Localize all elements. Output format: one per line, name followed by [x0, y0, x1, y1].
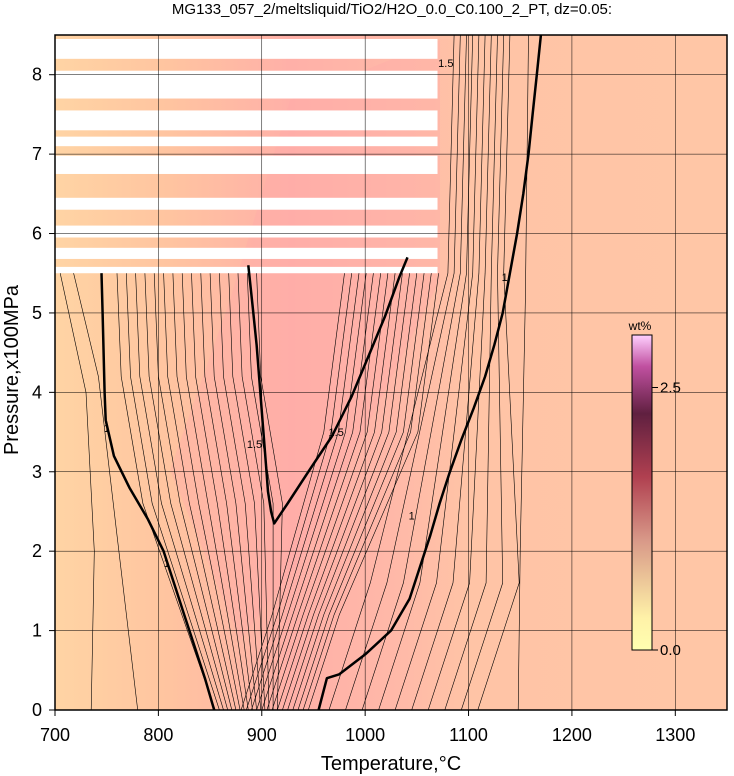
thin-contour: [302, 273, 432, 710]
y-tick-label: 0: [32, 700, 42, 720]
y-tick-label: 2: [32, 541, 42, 561]
thin-contour: [256, 273, 367, 710]
y-tick-label: 3: [32, 462, 42, 482]
colorbar-gradient: [631, 334, 653, 651]
white-band: [55, 155, 438, 174]
thin-contour: [144, 273, 228, 710]
thin-contour: [261, 273, 374, 710]
x-tick-label: 1000: [345, 725, 385, 745]
white-band: [55, 70, 438, 99]
thin-contour: [282, 273, 403, 710]
y-axis: 0 1 2 3 4 5 6 7 8: [32, 65, 55, 720]
y-tick-label: 6: [32, 224, 42, 244]
y-tick-label: 4: [32, 382, 42, 402]
white-band: [55, 225, 438, 238]
contour-line: [317, 35, 543, 710]
grid: [55, 35, 727, 710]
contour-label: 1.5: [329, 427, 344, 439]
contour-line: [247, 256, 409, 525]
white-band: [55, 38, 438, 59]
white-bands: [55, 38, 438, 274]
thin-contour: [191, 273, 249, 710]
x-tick-label: 800: [143, 725, 173, 745]
contour-label: 1: [409, 510, 415, 522]
thin-contour: [116, 273, 216, 710]
plot-area: 1 1 1 1.5 1.5 1 1.5: [55, 35, 727, 710]
thin-contour: [219, 273, 261, 710]
thin-contour: [287, 273, 410, 710]
thin-contour: [153, 273, 233, 710]
x-tick-label: 1200: [552, 725, 592, 745]
thin-contour: [247, 273, 274, 710]
x-tick-label: 900: [247, 725, 277, 745]
x-tick-label: 1100: [449, 725, 488, 745]
y-tick-label: 7: [32, 144, 42, 164]
contour-label: 1: [104, 423, 110, 435]
contour-label: 1: [164, 558, 170, 570]
thin-contour: [271, 273, 389, 710]
x-axis-label: Temperature,°C: [321, 753, 461, 775]
contour-label: 1.5: [247, 439, 262, 451]
pink-region: [170, 40, 440, 640]
y-tick-label: 1: [32, 621, 42, 641]
x-tick-label: 1300: [655, 725, 695, 745]
colorbar-label: wt%: [628, 319, 652, 333]
white-band: [55, 110, 438, 131]
thin-contour: [228, 273, 266, 710]
thin-contour: [237, 273, 270, 710]
thin-contour: [277, 273, 396, 710]
thin-contour: [200, 273, 253, 710]
y-axis-label: Pressure,x100MPa: [1, 284, 23, 455]
thin-contour: [297, 273, 425, 710]
thin-contour: [126, 273, 220, 710]
x-axis: 700 800 900 1000 1100 1200 1300: [40, 710, 695, 745]
white-band: [55, 136, 438, 147]
y-tick-label: 8: [32, 65, 42, 85]
white-band: [55, 266, 438, 274]
plot-frame: [54, 34, 728, 711]
plot-background: [55, 35, 727, 710]
x-tick-label: 700: [40, 725, 70, 745]
y-tick-label: 5: [32, 303, 42, 323]
colorbar-ticks: 0.0 2.5: [652, 380, 681, 659]
thin-contour: [292, 273, 418, 710]
thin-contour: [135, 273, 224, 710]
thin-contour: [73, 273, 138, 710]
thin-contour: [181, 273, 245, 710]
contour-label: 1.5: [438, 58, 453, 70]
thin-contour: [251, 273, 360, 710]
white-band: [55, 197, 438, 210]
chart-title: MG133_057_2/meltsliquid/TiO2/H2O_0.0_C0.…: [172, 1, 612, 18]
thin-contour: [172, 273, 241, 710]
colorbar-tick-label: 2.5: [660, 380, 681, 397]
thin-contour: [163, 273, 237, 710]
colorbar-tick-label: 0.0: [660, 642, 681, 659]
contour-line: [100, 273, 216, 710]
contour-label: 1: [502, 272, 508, 284]
thin-contour: [240, 273, 345, 710]
bold-contours: 1 1 1 1.5 1.5 1 1.5: [100, 35, 543, 710]
thin-contour: [209, 273, 257, 710]
colorbar: wt% 0.0 2.5: [628, 319, 681, 659]
white-band: [55, 247, 438, 259]
